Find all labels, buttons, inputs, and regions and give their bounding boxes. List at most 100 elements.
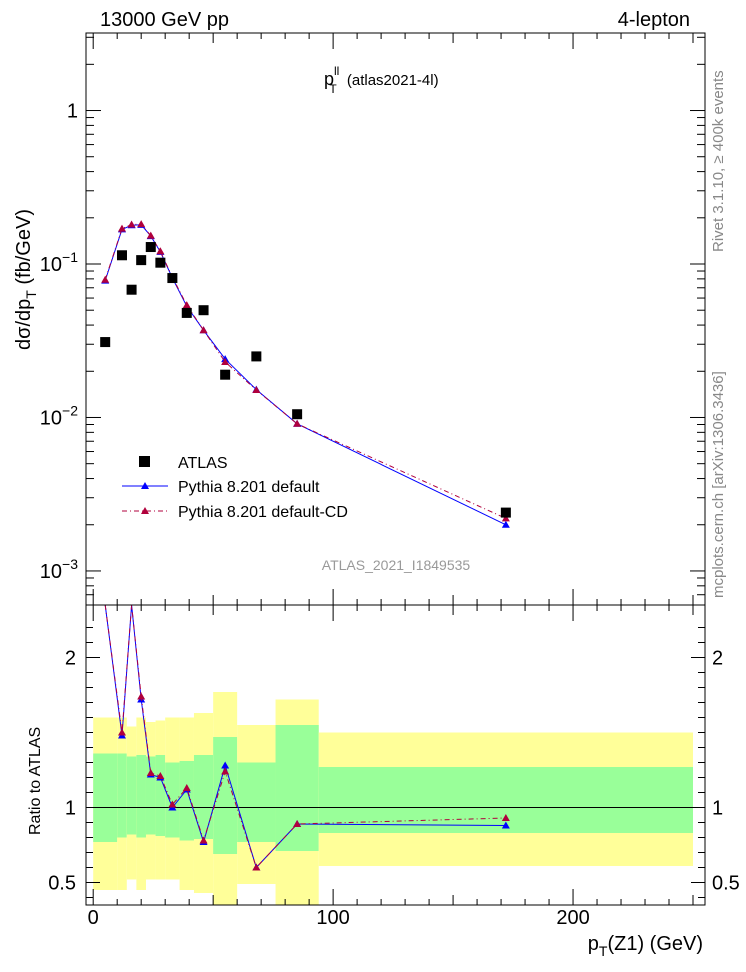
- stat-band: [213, 737, 238, 854]
- legend-marker-default: [141, 482, 149, 489]
- stat-band: [275, 725, 319, 851]
- series-marker-1: [146, 231, 155, 239]
- series-marker-1: [101, 275, 110, 283]
- y-tick-label-ratio: 2: [65, 648, 76, 670]
- ratio-marker-1: [168, 800, 177, 808]
- series-marker-1: [127, 220, 136, 228]
- xlabel-post: (Z1) (GeV): [607, 933, 703, 955]
- legend-label-atlas: ATLAS: [178, 455, 228, 472]
- header-energy: 13000 GeV pp: [100, 9, 229, 31]
- y-tick-label-ratio: 1: [65, 798, 76, 820]
- legend-marker-atlas: [139, 456, 150, 467]
- y-axis-label-ratio: Ratio to ATLAS: [27, 727, 44, 835]
- data-point: [145, 242, 156, 253]
- y-tick-label-main: 10−2: [40, 402, 78, 429]
- stat-band: [237, 762, 276, 842]
- x-tick-label: 100: [316, 907, 349, 929]
- ratio-marker-1: [117, 728, 126, 736]
- y-tick-label-main: 10−1: [40, 249, 78, 276]
- x-axis-label: pT(Z1) (GeV): [588, 933, 703, 959]
- xlabel-sub: T: [599, 943, 608, 959]
- series-marker-1: [137, 220, 146, 228]
- stat-band: [179, 761, 194, 841]
- y-tick-label-ratio-right: 2: [712, 648, 723, 670]
- series-marker-1: [293, 419, 302, 427]
- y-tick-label-main: 1: [67, 101, 78, 123]
- stat-band: [136, 755, 146, 838]
- plot-title-rest: (atlas2021-4l): [343, 72, 439, 89]
- series-marker-1: [252, 386, 261, 394]
- data-point: [136, 255, 147, 266]
- y-tick-exp: −2: [62, 402, 78, 418]
- y-tick-base: 10: [40, 561, 62, 583]
- mcplots-label: mcplots.cern.ch [arXiv:1306.3436]: [710, 371, 727, 598]
- legend-marker-cd: [141, 507, 149, 514]
- data-point: [198, 305, 209, 316]
- data-point: [126, 284, 137, 295]
- series-marker-0: [501, 520, 510, 528]
- ratio-marker-1: [137, 692, 146, 700]
- ylabel-pre: dσ/dp: [13, 299, 35, 350]
- y-tick-base: 10: [40, 407, 62, 429]
- series-marker-1: [182, 301, 191, 309]
- main-panel: ATLAS_2021_I1849535 10−310−210−11: [40, 32, 706, 606]
- ratio-marker-1: [182, 784, 191, 791]
- series-line-1: [104, 223, 507, 519]
- legend-label-default: Pythia 8.201 default: [178, 479, 320, 496]
- y-tick-exp: −3: [62, 556, 78, 572]
- data-point: [155, 257, 166, 268]
- plot-title-sup: ll: [334, 64, 339, 78]
- stat-band: [165, 762, 180, 838]
- ratio-marker-0: [221, 761, 230, 769]
- ratio-frame: [85, 604, 706, 906]
- legend: ATLAS Pythia 8.201 default Pythia 8.201 …: [122, 455, 348, 521]
- ratio-marker-1: [146, 769, 155, 776]
- y-tick-label-ratio: 0.5: [48, 873, 76, 895]
- rivet-label: Rivet 3.1.10, ≥ 400k events: [710, 70, 727, 252]
- data-point: [500, 507, 511, 518]
- series-marker-1: [156, 247, 165, 255]
- ratio-marker-0: [501, 821, 510, 829]
- x-tick-label: 0: [88, 907, 99, 929]
- y-tick-label-ratio-right: 0.5: [712, 873, 740, 895]
- series-marker-1: [501, 514, 510, 522]
- ratio-marker-1: [221, 767, 230, 775]
- plot-title: pll T (atlas2021-4l): [324, 64, 439, 96]
- xlabel-pre: p: [588, 933, 599, 955]
- stat-band: [93, 753, 118, 842]
- legend-label-cd: Pythia 8.201 default-CD: [178, 504, 348, 521]
- ratio-marker-1: [156, 772, 165, 779]
- ratio-panel: 0 100 200 0.5 0.5 1 1 2 2: [48, 604, 740, 929]
- data-point: [181, 307, 192, 318]
- stat-band: [193, 755, 214, 839]
- data-point: [100, 337, 111, 348]
- stat-band: [145, 756, 156, 835]
- ratio-marker-1: [252, 863, 261, 871]
- ylabel-sub: T: [23, 290, 39, 299]
- watermark: ATLAS_2021_I1849535: [322, 557, 471, 573]
- plot-title-main: p: [324, 69, 334, 89]
- x-tick-label: 200: [556, 907, 589, 929]
- ratio-marker-1: [501, 814, 510, 821]
- series-marker-1: [199, 326, 208, 334]
- stat-band: [117, 753, 127, 838]
- plot-title-sub: T: [329, 82, 337, 96]
- y-tick-label-main: 10−3: [40, 556, 78, 583]
- y-axis-label-main: dσ/dpT (fb/GeV): [13, 209, 39, 350]
- header-channel: 4-lepton: [618, 9, 690, 31]
- series-marker-1: [221, 357, 230, 365]
- data-point: [220, 369, 231, 380]
- y-tick-exp: −1: [62, 249, 78, 265]
- y-tick-label-ratio-right: 1: [712, 798, 723, 820]
- data-point: [251, 351, 262, 362]
- series-marker-1: [117, 224, 126, 232]
- stat-band: [155, 755, 166, 836]
- stat-band: [126, 756, 137, 835]
- data-point: [292, 409, 303, 420]
- y-tick-base: 10: [40, 254, 62, 276]
- ylabel-post: (fb/GeV): [13, 209, 35, 290]
- ratio-marker-1: [293, 820, 302, 827]
- data-point: [116, 250, 127, 261]
- data-point: [167, 273, 178, 284]
